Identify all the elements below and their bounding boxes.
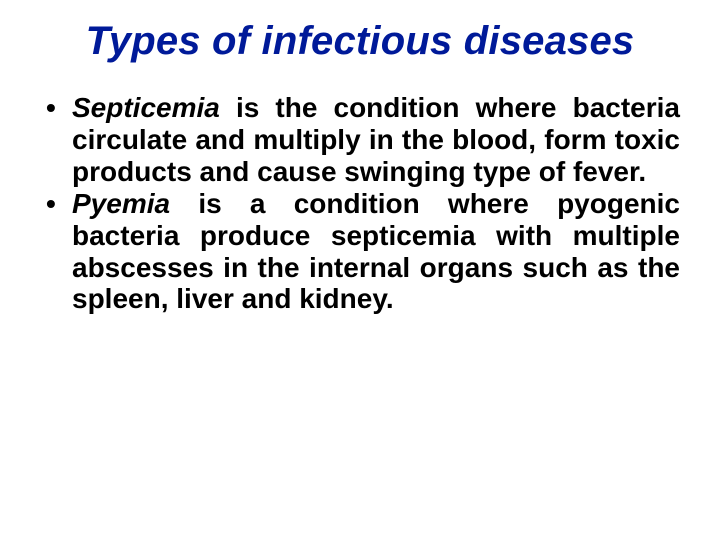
slide: Types of infectious diseases Septicemia … (0, 0, 720, 540)
list-item: Pyemia is a condition where pyogenic bac… (44, 188, 680, 316)
list-item: Septicemia is the condition where bacter… (44, 92, 680, 188)
term: Pyemia (72, 188, 170, 219)
term: Septicemia (72, 92, 220, 123)
bullet-list: Septicemia is the condition where bacter… (38, 92, 682, 315)
slide-title: Types of infectious diseases (38, 18, 682, 64)
